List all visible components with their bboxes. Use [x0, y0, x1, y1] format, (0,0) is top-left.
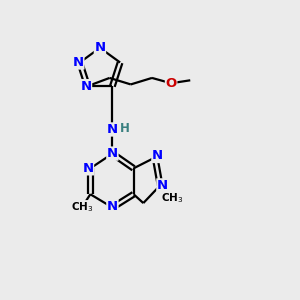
Text: N: N [82, 162, 94, 175]
Text: N: N [157, 179, 168, 192]
Text: N: N [107, 147, 118, 160]
Text: N: N [107, 200, 118, 212]
Text: H: H [120, 122, 130, 135]
Text: N: N [94, 41, 106, 54]
Text: CH$_3$: CH$_3$ [161, 191, 183, 205]
Text: N: N [80, 80, 92, 93]
Text: N: N [152, 149, 163, 163]
Text: CH$_3$: CH$_3$ [71, 201, 93, 214]
Text: N: N [73, 56, 84, 69]
Text: O: O [166, 77, 177, 90]
Text: N: N [107, 123, 118, 136]
